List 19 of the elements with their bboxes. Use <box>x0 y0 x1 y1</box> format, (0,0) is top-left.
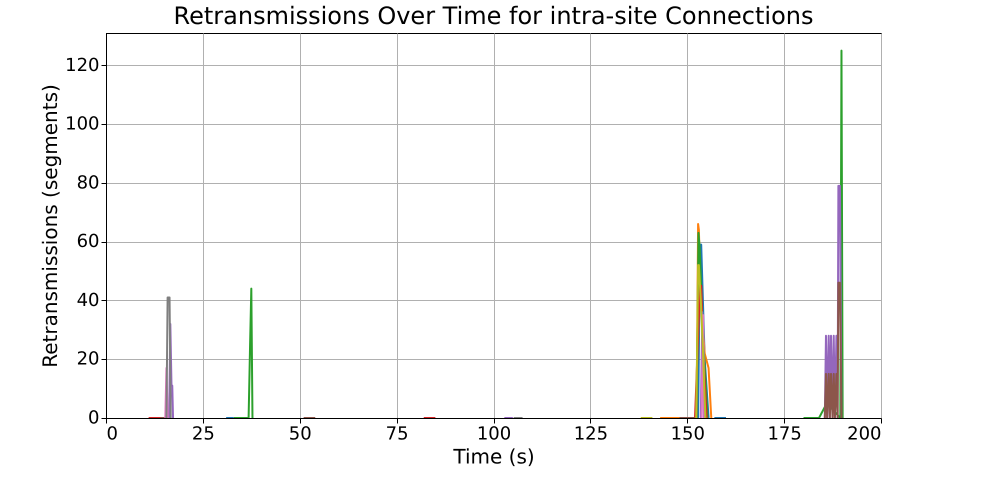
y-tick-label: 80 <box>76 172 100 194</box>
x-tick-label: 75 <box>386 424 409 444</box>
x-axis-title: Time (s) <box>452 444 535 468</box>
y-tick-label: 40 <box>76 290 100 311</box>
x-tick-label: 175 <box>767 424 802 444</box>
x-tick-label: 125 <box>574 424 608 444</box>
y-tick-label: 100 <box>65 114 100 135</box>
y-axis-title: Retransmissions (segments) <box>38 84 62 368</box>
x-tick-label: 200 <box>847 424 882 444</box>
x-tick-label: 50 <box>288 424 312 444</box>
y-tick-label: 20 <box>76 348 100 370</box>
y-tick-label: 60 <box>76 231 100 252</box>
chart-title: Retransmissions Over Time for intra-site Connections <box>174 2 814 30</box>
x-tick-label: 100 <box>476 424 512 444</box>
x-tick-label: 25 <box>192 424 215 444</box>
x-tick-label: 150 <box>670 424 705 444</box>
y-tick-label: 0 <box>88 408 100 428</box>
x-tick-label: 0 <box>106 424 118 444</box>
y-tick-label: 120 <box>65 54 100 76</box>
